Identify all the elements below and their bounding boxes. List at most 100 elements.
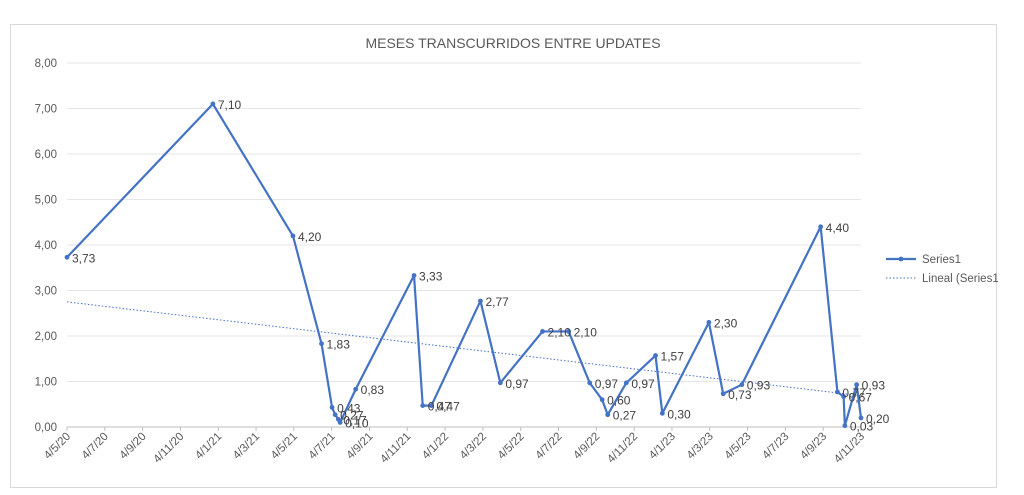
y-tick-label: 2,00 xyxy=(35,331,57,343)
data-label: 2,10 xyxy=(548,325,572,339)
chart-frame: MESES TRANSCURRIDOS ENTRE UPDATES 0,00 1,… xyxy=(10,24,998,488)
data-point xyxy=(319,341,324,347)
y-tick-label: 8,00 xyxy=(35,58,57,70)
x-axis-ticks: 4/5/20 4/7/20 4/9/20 4/11/20 4/1/21 4/3/21 4/5… xyxy=(42,427,867,466)
data-labels: 3,737,104,201,830,430,270,170,100,833,33… xyxy=(72,98,890,434)
trendline xyxy=(66,301,857,396)
series-line xyxy=(66,102,863,427)
data-point xyxy=(566,329,572,334)
data-label: 0,73 xyxy=(728,388,752,402)
data-label: 2,77 xyxy=(485,295,509,309)
data-label: 0,83 xyxy=(361,383,385,397)
data-label: 0,17 xyxy=(343,413,367,427)
x-tick-label: 4/9/21 xyxy=(344,431,375,462)
legend-trend-label: Lineal (Series1) xyxy=(922,273,998,285)
data-point xyxy=(854,382,860,388)
x-tick-label: 4/3/21 xyxy=(231,431,262,462)
x-tick-label: 4/7/22 xyxy=(534,431,565,462)
x-tick-label: 4/7/21 xyxy=(307,431,338,462)
x-tick-label: 4/5/21 xyxy=(269,431,300,462)
data-point xyxy=(599,397,605,403)
data-point xyxy=(429,403,434,409)
x-tick-label: 4/3/23 xyxy=(685,431,716,462)
x-tick-label: 4/9/22 xyxy=(571,431,602,462)
data-point xyxy=(332,412,338,418)
data-point xyxy=(653,353,658,358)
x-tick-label: 4/3/22 xyxy=(458,431,489,462)
x-tick-label: 4/11/22 xyxy=(605,431,640,466)
data-label: 0,97 xyxy=(595,377,619,391)
data-label: 0,77 xyxy=(842,386,866,400)
data-label: 4,40 xyxy=(826,221,850,235)
x-tick-label: 4/5/23 xyxy=(723,431,754,462)
data-point xyxy=(841,394,847,399)
data-point xyxy=(623,380,629,386)
y-tick-label: 0,00 xyxy=(35,422,57,434)
legend-series-marker xyxy=(898,256,904,262)
x-tick-label: 4/5/20 xyxy=(42,431,73,462)
legend: Series1 Lineal (Series1) xyxy=(886,254,998,285)
y-tick-label: 6,00 xyxy=(35,149,57,161)
data-point xyxy=(64,254,70,260)
x-tick-label: 4/9/20 xyxy=(118,431,149,462)
legend-series-label: Series1 xyxy=(922,254,961,266)
data-label: 0,97 xyxy=(631,377,655,391)
y-tick-label: 1,00 xyxy=(35,377,57,389)
data-point xyxy=(290,233,296,239)
data-label: 0,97 xyxy=(505,377,529,391)
y-tick-label: 4,00 xyxy=(35,240,57,252)
x-tick-label: 4/11/20 xyxy=(152,431,187,466)
data-point xyxy=(706,319,712,325)
data-label: 0,03 xyxy=(850,420,874,434)
x-tick-label: 4/11/23 xyxy=(832,431,867,466)
data-point xyxy=(842,423,848,429)
data-label: 0,93 xyxy=(747,379,771,393)
data-label: 0,27 xyxy=(613,409,637,423)
x-tick-label: 4/7/20 xyxy=(80,431,111,462)
data-label: 0,60 xyxy=(607,394,631,408)
data-label: 3,33 xyxy=(419,269,443,283)
data-label: 7,10 xyxy=(218,98,242,112)
data-label: 0,27 xyxy=(340,409,364,423)
data-label: 3,73 xyxy=(72,251,96,265)
y-tick-label: 3,00 xyxy=(35,286,57,298)
data-point xyxy=(411,273,417,278)
data-label: 0,93 xyxy=(862,379,886,393)
x-tick-label: 4/5/22 xyxy=(496,431,527,462)
y-axis-ticks: 0,00 1,00 2,00 3,00 4,00 5,00 6,00 7,00 8,00 xyxy=(35,58,57,434)
x-tick-label: 4/1/22 xyxy=(420,431,451,462)
data-label: 2,10 xyxy=(574,325,598,339)
data-point xyxy=(835,389,840,395)
data-point xyxy=(720,391,726,397)
data-label: 1,57 xyxy=(661,350,685,364)
data-point xyxy=(478,298,483,304)
y-tick-label: 7,00 xyxy=(35,104,57,116)
x-tick-label: 4/11/21 xyxy=(378,431,413,466)
data-label: 0,30 xyxy=(667,407,691,421)
data-label: 0,47 xyxy=(436,400,460,414)
series-group xyxy=(64,101,864,429)
data-label: 0,47 xyxy=(428,400,452,414)
x-tick-label: 4/1/21 xyxy=(193,431,224,462)
data-label: 1,83 xyxy=(327,338,351,352)
data-point xyxy=(337,420,343,425)
data-point xyxy=(587,380,593,386)
data-point xyxy=(858,415,864,421)
data-label: 2,30 xyxy=(714,316,738,330)
data-label: 0,67 xyxy=(849,391,873,405)
y-tick-label: 5,00 xyxy=(35,195,57,207)
line-chart: MESES TRANSCURRIDOS ENTRE UPDATES 0,00 1,… xyxy=(35,35,998,466)
x-tick-label: 4/7/23 xyxy=(760,431,791,462)
data-point xyxy=(497,380,503,386)
gridlines xyxy=(67,62,861,428)
data-point xyxy=(329,405,335,410)
data-point xyxy=(659,410,665,416)
x-tick-label: 4/1/23 xyxy=(647,431,678,462)
x-tick-label: 4/9/23 xyxy=(798,431,829,462)
data-point xyxy=(739,382,745,388)
data-point xyxy=(420,403,426,409)
trendline-group xyxy=(66,301,857,396)
data-point xyxy=(605,412,611,418)
data-point xyxy=(540,329,545,334)
chart-title: MESES TRANSCURRIDOS ENTRE UPDATES xyxy=(365,35,660,51)
